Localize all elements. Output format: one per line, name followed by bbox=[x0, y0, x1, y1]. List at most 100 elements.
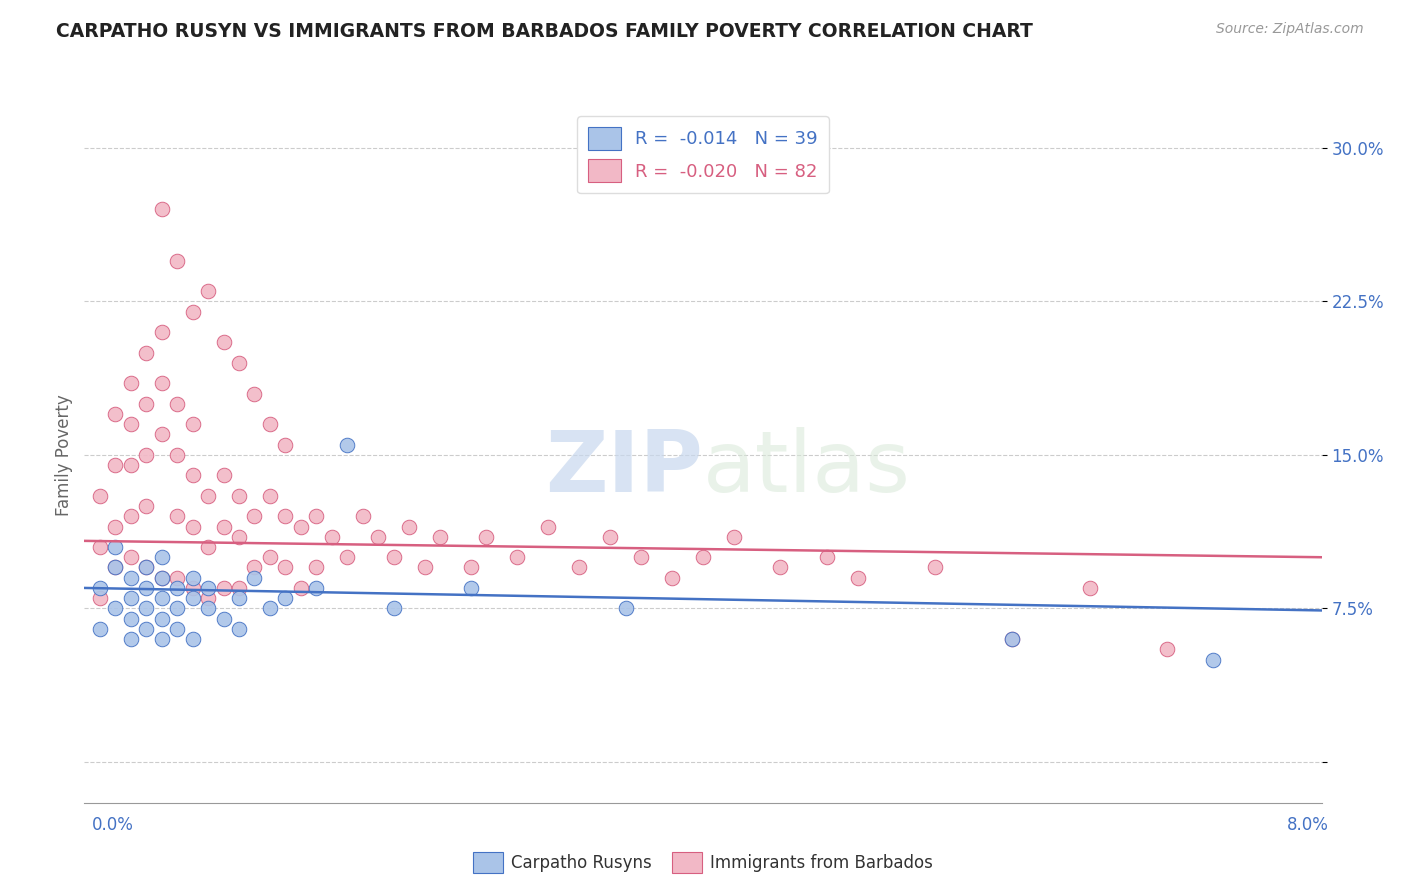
Point bbox=[150, 571, 173, 585]
Point bbox=[166, 253, 188, 268]
Point bbox=[120, 632, 142, 646]
Point bbox=[120, 509, 142, 524]
Point bbox=[924, 560, 946, 574]
Point bbox=[166, 622, 188, 636]
Point bbox=[568, 560, 591, 574]
Point bbox=[367, 530, 389, 544]
Point bbox=[274, 438, 297, 452]
Text: 0.0%: 0.0% bbox=[91, 816, 134, 834]
Point bbox=[630, 550, 652, 565]
Point bbox=[352, 509, 374, 524]
Legend: Carpatho Rusyns, Immigrants from Barbados: Carpatho Rusyns, Immigrants from Barbado… bbox=[467, 846, 939, 880]
Point bbox=[1001, 632, 1024, 646]
Point bbox=[181, 571, 204, 585]
Point bbox=[228, 591, 250, 606]
Text: atlas: atlas bbox=[703, 427, 911, 510]
Point bbox=[413, 560, 436, 574]
Point bbox=[181, 468, 204, 483]
Point bbox=[692, 550, 714, 565]
Point bbox=[661, 571, 683, 585]
Point bbox=[228, 581, 250, 595]
Point bbox=[336, 550, 359, 565]
Point bbox=[212, 335, 235, 350]
Point bbox=[382, 601, 405, 615]
Point bbox=[228, 356, 250, 370]
Point bbox=[506, 550, 529, 565]
Point bbox=[212, 468, 235, 483]
Point bbox=[135, 345, 157, 359]
Point bbox=[305, 509, 328, 524]
Point bbox=[259, 489, 281, 503]
Point bbox=[321, 530, 343, 544]
Point bbox=[166, 397, 188, 411]
Point bbox=[166, 601, 188, 615]
Point bbox=[181, 417, 204, 432]
Point bbox=[259, 550, 281, 565]
Point bbox=[599, 530, 621, 544]
Y-axis label: Family Poverty: Family Poverty bbox=[55, 394, 73, 516]
Point bbox=[89, 540, 111, 554]
Point bbox=[89, 581, 111, 595]
Point bbox=[135, 560, 157, 574]
Point bbox=[166, 448, 188, 462]
Point bbox=[228, 622, 250, 636]
Point bbox=[290, 519, 312, 533]
Point bbox=[243, 509, 266, 524]
Point bbox=[120, 591, 142, 606]
Point bbox=[243, 560, 266, 574]
Point bbox=[197, 284, 219, 298]
Point bbox=[104, 407, 127, 421]
Point bbox=[336, 438, 359, 452]
Point bbox=[382, 550, 405, 565]
Point bbox=[89, 622, 111, 636]
Point bbox=[274, 509, 297, 524]
Point bbox=[259, 601, 281, 615]
Point bbox=[305, 560, 328, 574]
Point bbox=[166, 509, 188, 524]
Text: CARPATHO RUSYN VS IMMIGRANTS FROM BARBADOS FAMILY POVERTY CORRELATION CHART: CARPATHO RUSYN VS IMMIGRANTS FROM BARBAD… bbox=[56, 22, 1033, 41]
Point bbox=[104, 560, 127, 574]
Point bbox=[460, 560, 482, 574]
Point bbox=[197, 591, 219, 606]
Point bbox=[228, 489, 250, 503]
Point bbox=[135, 581, 157, 595]
Point bbox=[460, 581, 482, 595]
Point bbox=[120, 612, 142, 626]
Point bbox=[135, 622, 157, 636]
Point bbox=[614, 601, 637, 615]
Point bbox=[150, 550, 173, 565]
Point bbox=[135, 397, 157, 411]
Point bbox=[104, 540, 127, 554]
Point bbox=[120, 417, 142, 432]
Point bbox=[228, 530, 250, 544]
Point bbox=[166, 581, 188, 595]
Point bbox=[181, 304, 204, 318]
Point bbox=[135, 560, 157, 574]
Point bbox=[120, 458, 142, 472]
Point bbox=[212, 519, 235, 533]
Text: 8.0%: 8.0% bbox=[1286, 816, 1329, 834]
Point bbox=[150, 591, 173, 606]
Point bbox=[135, 499, 157, 513]
Point bbox=[166, 571, 188, 585]
Point bbox=[243, 571, 266, 585]
Point bbox=[181, 591, 204, 606]
Point bbox=[197, 540, 219, 554]
Point bbox=[274, 591, 297, 606]
Point bbox=[1156, 642, 1178, 657]
Point bbox=[150, 427, 173, 442]
Point bbox=[1001, 632, 1024, 646]
Point bbox=[150, 571, 173, 585]
Point bbox=[197, 489, 219, 503]
Point bbox=[104, 560, 127, 574]
Point bbox=[150, 325, 173, 339]
Point bbox=[120, 550, 142, 565]
Point bbox=[398, 519, 420, 533]
Point bbox=[1078, 581, 1101, 595]
Point bbox=[290, 581, 312, 595]
Point bbox=[243, 386, 266, 401]
Point bbox=[815, 550, 838, 565]
Point bbox=[429, 530, 451, 544]
Point bbox=[150, 632, 173, 646]
Point bbox=[104, 601, 127, 615]
